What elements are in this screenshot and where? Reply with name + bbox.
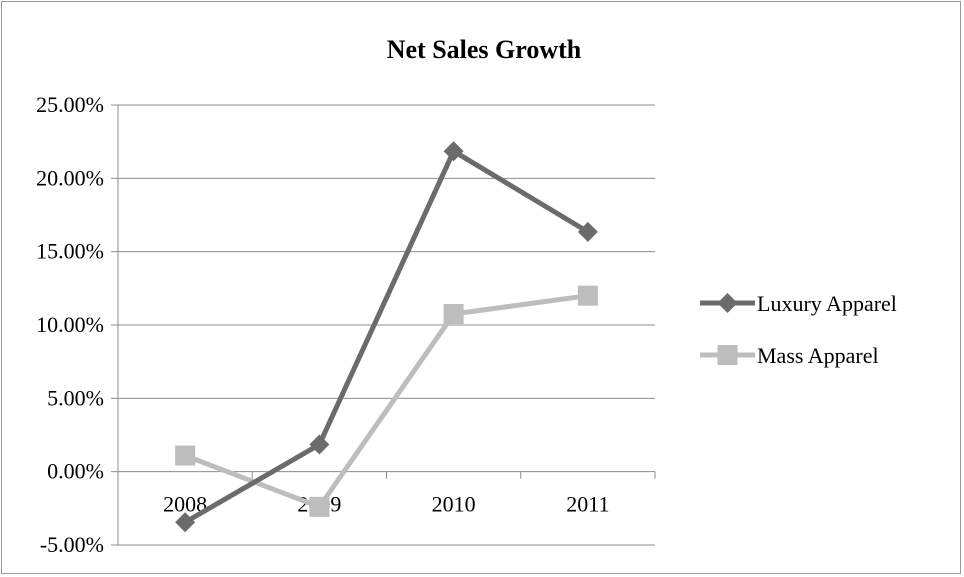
legend-marker — [717, 345, 738, 365]
y-tick-label: 0.00% — [47, 459, 104, 484]
data-point — [309, 434, 330, 455]
data-point — [175, 445, 196, 466]
data-point — [577, 221, 598, 242]
legend-label: Luxury Apparel — [757, 291, 897, 316]
x-tick-label: 2010 — [432, 492, 476, 517]
axes — [111, 104, 656, 546]
data-point — [577, 285, 598, 306]
legend-label: Mass Apparel — [757, 343, 879, 368]
y-tick-label: 25.00% — [36, 92, 104, 117]
y-tick-label: -5.00% — [40, 532, 104, 557]
y-tick-label: 5.00% — [47, 385, 104, 410]
x-tick-label: 2011 — [566, 492, 609, 517]
y-tick-label: 20.00% — [36, 165, 104, 190]
data-point — [175, 512, 196, 533]
chart-title: Net Sales Growth — [387, 35, 582, 64]
data-point — [443, 141, 464, 162]
series-group — [175, 141, 598, 533]
y-tick-label: 10.00% — [36, 312, 104, 337]
data-point — [309, 496, 330, 517]
gridlines — [118, 104, 655, 546]
legend-marker — [717, 293, 738, 313]
y-axis-ticks: 25.00% 20.00% 15.00% 10.00% 5.00% 0.00% -5.00% — [36, 92, 104, 557]
y-tick-label: 15.00% — [36, 239, 104, 264]
legend: Luxury Apparel Mass Apparel — [700, 291, 897, 368]
data-point — [443, 304, 464, 324]
series-line — [182, 148, 591, 525]
